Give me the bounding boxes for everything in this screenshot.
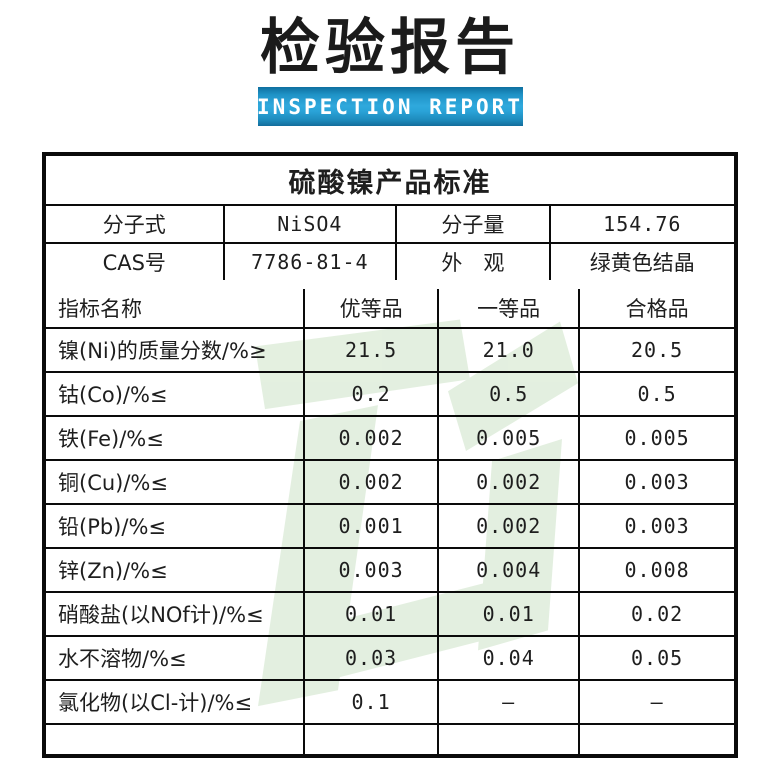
spec-value: 0.002 <box>437 503 581 549</box>
info-value: 绿黄色结晶 <box>548 242 734 280</box>
spec-name: 镍(Ni)的质量分数/%≥ <box>46 327 305 373</box>
spec-value: 0.002 <box>437 459 581 505</box>
table-row: 氯化物(以Cl-计)/%≤ 0.1 — — <box>46 679 734 725</box>
spec-name: 水不溶物/%≤ <box>46 635 305 681</box>
info-value: 7786-81-4 <box>222 242 398 280</box>
spec-value: 0.5 <box>437 371 581 417</box>
info-label: 分子式 <box>46 204 225 244</box>
spec-value: 0.1 <box>302 679 440 725</box>
spec-value: 21.5 <box>302 327 440 373</box>
spec-value: 0.005 <box>578 415 734 461</box>
spec-value: 0.05 <box>578 635 734 681</box>
product-info-table: 硫酸镍产品标准 分子式 NiSO4 分子量 154.76 CAS号 7786-8… <box>46 156 734 280</box>
spec-value: 0.002 <box>302 459 440 505</box>
table-row: 铁(Fe)/%≤ 0.002 0.005 0.005 <box>46 415 734 461</box>
spec-value: 20.5 <box>578 327 734 373</box>
spec-value: 0.003 <box>578 503 734 549</box>
spec-value <box>437 723 581 754</box>
table-row: 水不溶物/%≤ 0.03 0.04 0.05 <box>46 635 734 681</box>
column-header: 指标名称 <box>46 289 305 329</box>
spec-value: 0.01 <box>437 591 581 637</box>
table-row: 钴(Co)/%≤ 0.2 0.5 0.5 <box>46 371 734 417</box>
banner-label: INSPECTION REPORT <box>257 94 523 119</box>
page-title: 检验报告 <box>260 13 520 83</box>
spec-value: 0.03 <box>302 635 440 681</box>
table-row: 镍(Ni)的质量分数/%≥ 21.5 21.0 20.5 <box>46 327 734 373</box>
spec-value <box>578 723 734 754</box>
spec-value: 0.01 <box>302 591 440 637</box>
spec-value <box>302 723 440 754</box>
spec-value: 0.003 <box>302 547 440 593</box>
info-value: 154.76 <box>548 204 734 244</box>
spec-value: 21.0 <box>437 327 581 373</box>
spec-value: 0.004 <box>437 547 581 593</box>
info-value: NiSO4 <box>222 204 398 244</box>
spec-name: 铜(Cu)/%≤ <box>46 459 305 505</box>
report-card: 硫酸镍产品标准 分子式 NiSO4 分子量 154.76 CAS号 7786-8… <box>42 152 738 758</box>
table-row: 硝酸盐(以NOf计)/%≤ 0.01 0.01 0.02 <box>46 591 734 637</box>
spec-name: 铅(Pb)/%≤ <box>46 503 305 549</box>
spec-value: 0.5 <box>578 371 734 417</box>
table-row: 铜(Cu)/%≤ 0.002 0.002 0.003 <box>46 459 734 505</box>
spec-header-row: 指标名称 优等品 一等品 合格品 <box>46 289 734 329</box>
table-title: 硫酸镍产品标准 <box>46 156 734 206</box>
spec-name: 铁(Fe)/%≤ <box>46 415 305 461</box>
section-divider-gap <box>46 280 734 289</box>
spec-value: 0.001 <box>302 503 440 549</box>
info-label: CAS号 <box>46 242 225 280</box>
table-row: 锌(Zn)/%≤ 0.003 0.004 0.008 <box>46 547 734 593</box>
table-row: 分子式 NiSO4 分子量 154.76 <box>46 204 734 244</box>
spec-table: 指标名称 优等品 一等品 合格品 镍(Ni)的质量分数/%≥ 21.5 21.0… <box>46 289 734 754</box>
spec-value: 0.2 <box>302 371 440 417</box>
spec-value: — <box>437 679 581 725</box>
column-header: 优等品 <box>302 289 440 329</box>
banner: INSPECTION REPORT <box>257 87 523 126</box>
spec-value: — <box>578 679 734 725</box>
spec-value: 0.005 <box>437 415 581 461</box>
table-row: 铅(Pb)/%≤ 0.001 0.002 0.003 <box>46 503 734 549</box>
spec-value: 0.04 <box>437 635 581 681</box>
spec-name: 钴(Co)/%≤ <box>46 371 305 417</box>
table-row <box>46 723 734 754</box>
info-label: 外 观 <box>395 242 551 280</box>
info-label: 分子量 <box>395 204 551 244</box>
spec-value: 0.002 <box>302 415 440 461</box>
spec-name: 锌(Zn)/%≤ <box>46 547 305 593</box>
spec-value: 0.003 <box>578 459 734 505</box>
spec-name <box>46 723 305 754</box>
column-header: 一等品 <box>437 289 581 329</box>
spec-name: 硝酸盐(以NOf计)/%≤ <box>46 591 305 637</box>
column-header: 合格品 <box>578 289 734 329</box>
spec-value: 0.02 <box>578 591 734 637</box>
table-row: 硫酸镍产品标准 <box>46 156 734 206</box>
spec-value: 0.008 <box>578 547 734 593</box>
table-row: CAS号 7786-81-4 外 观 绿黄色结晶 <box>46 242 734 280</box>
spec-name: 氯化物(以Cl-计)/%≤ <box>46 679 305 725</box>
